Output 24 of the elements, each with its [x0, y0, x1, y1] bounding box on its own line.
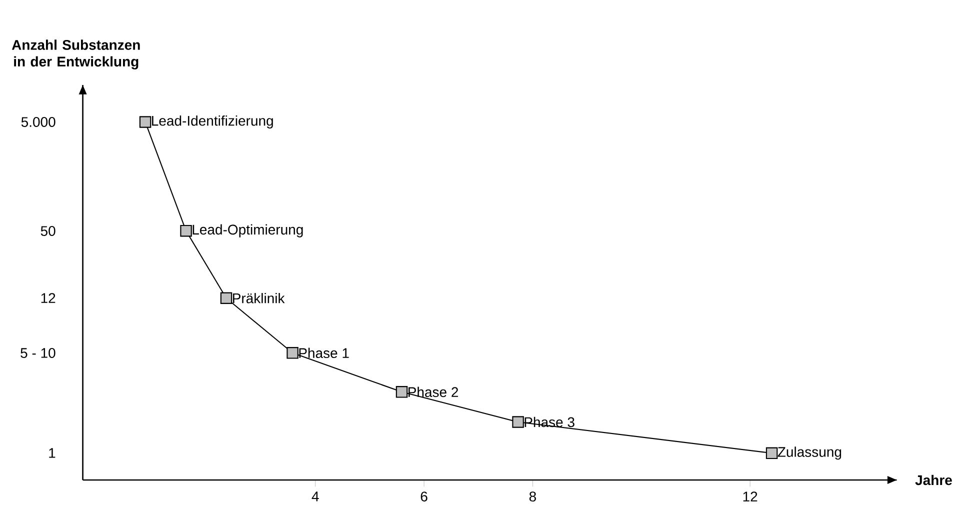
annotation: Zulassung — [778, 446, 842, 460]
point — [139, 116, 152, 128]
x-tick-label: 8 — [529, 492, 536, 502]
point — [180, 224, 192, 237]
text: 5 - 10 — [20, 348, 56, 358]
point — [396, 386, 408, 398]
annotation: Präklinik — [233, 292, 285, 304]
x-tick-label: 6 — [420, 492, 428, 502]
point — [512, 416, 524, 428]
x-tick-label: 12 — [743, 492, 758, 502]
text: 1 — [49, 448, 56, 458]
annotation: Phase 2 — [408, 386, 458, 398]
x-tick-label: 4 — [312, 492, 319, 502]
annotation: Lead-Identifizierung — [152, 115, 273, 129]
annotation: Lead-Optimierung — [192, 224, 303, 238]
text: 12 — [41, 293, 56, 303]
x-axis-title: Jahre — [915, 474, 952, 486]
text: 5.000 — [21, 117, 56, 127]
annotation: Phase 1 — [299, 348, 349, 358]
point — [766, 447, 778, 460]
text: 50 — [40, 226, 56, 236]
point — [286, 347, 298, 359]
point — [220, 292, 232, 304]
y-axis-title: Anzahl Substanzen in der Entwicklung — [12, 40, 140, 70]
